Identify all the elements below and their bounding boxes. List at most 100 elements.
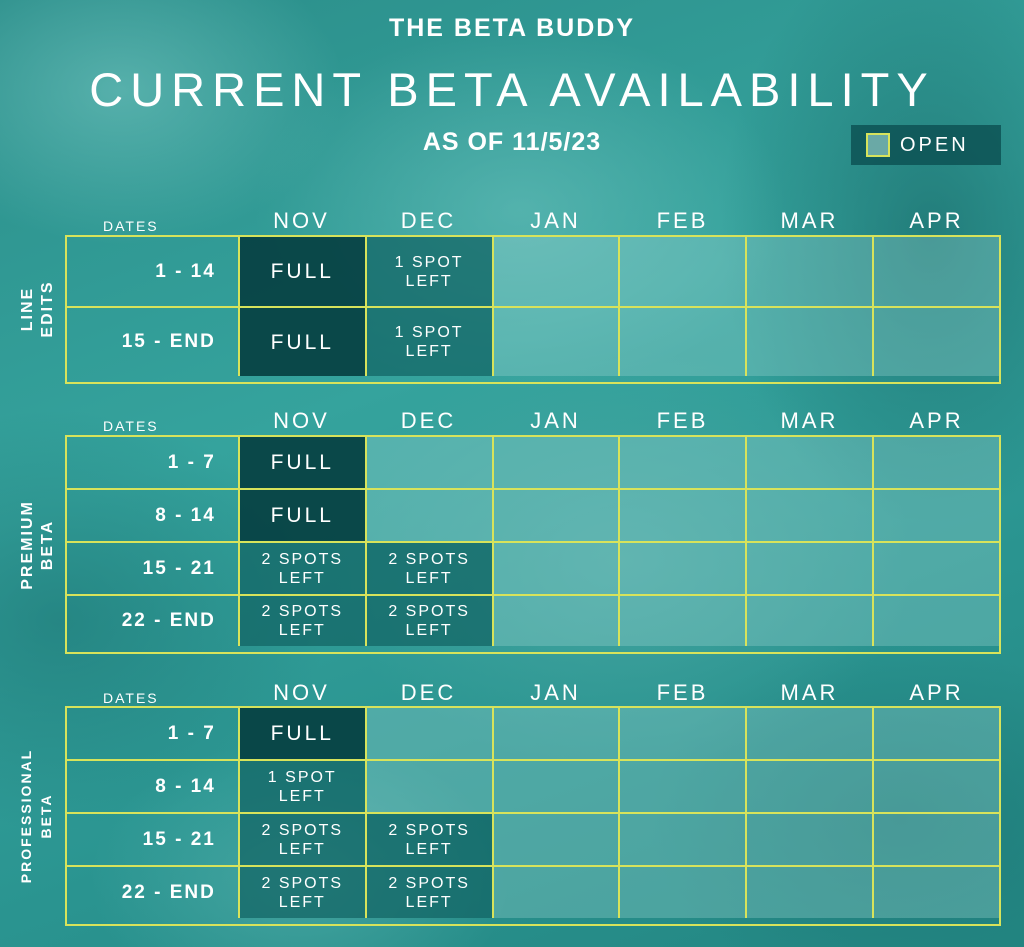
row-date-label: 1 - 7 [167, 722, 216, 744]
month-nov: NOV [273, 680, 330, 705]
month-mar: MAR [780, 208, 839, 233]
month-feb: FEB [656, 408, 709, 433]
availability-cell-open [745, 708, 873, 759]
availability-cell-partial: 1 SPOT LEFT [364, 308, 492, 376]
availability-cell-open [364, 708, 492, 759]
row-date-label: 15 - 21 [142, 828, 216, 850]
row-date-label: 1 - 7 [167, 451, 216, 473]
availability-cell-open [364, 437, 492, 488]
row-date-label: 1 - 14 [155, 260, 216, 282]
availability-cell-open [491, 543, 619, 594]
availability-cell-open [491, 437, 619, 488]
availability-cell-open [745, 490, 873, 541]
table-row: 22 - END 2 SPOTS LEFT 2 SPOTS LEFT [67, 594, 999, 646]
month-jan: JAN [530, 208, 581, 233]
availability-cell-partial: 2 SPOTS LEFT [237, 867, 365, 918]
availability-cell-open [618, 761, 746, 812]
open-swatch-icon [866, 133, 890, 157]
month-mar: MAR [780, 408, 839, 433]
availability-cell-full: FULL [237, 708, 365, 759]
month-mar: MAR [780, 680, 839, 705]
availability-cell-open [745, 437, 873, 488]
table-row: 22 - END 2 SPOTS LEFT 2 SPOTS LEFT [67, 865, 999, 918]
availability-cell-open [872, 596, 999, 646]
availability-cell-open [872, 308, 999, 376]
table-row: 15 - END FULL 1 SPOT LEFT [67, 306, 999, 376]
availability-cell-full: FULL [237, 308, 365, 376]
grid-premium-beta: 1 - 7 FULL 8 - 14 FULL 15 - 21 2 SPOTS LEFT 2 … [65, 435, 1001, 654]
availability-cell-partial: 2 SPOTS LEFT [364, 814, 492, 865]
month-dec: DEC [400, 408, 457, 433]
month-apr: APR [909, 408, 964, 433]
availability-cell-open [618, 708, 746, 759]
month-dec: DEC [400, 208, 457, 233]
availability-cell-open [872, 543, 999, 594]
month-dec: DEC [400, 680, 457, 705]
section-label-premium-beta: PREMIUM BETA [19, 500, 56, 590]
row-date-label: 8 - 14 [155, 775, 216, 797]
availability-cell-open [491, 814, 619, 865]
availability-cell-open [364, 761, 492, 812]
page-title: CURRENT BETA AVAILABILITY [89, 63, 935, 116]
brand-title: THE BETA BUDDY [388, 14, 636, 42]
availability-cell-open [491, 867, 619, 918]
availability-cell-partial: 2 SPOTS LEFT [364, 543, 492, 594]
table-row: 8 - 14 1 SPOT LEFT [67, 759, 999, 812]
availability-cell-partial: 1 SPOT LEFT [237, 761, 365, 812]
availability-cell-open [618, 437, 746, 488]
availability-cell-open [872, 237, 999, 306]
availability-cell-open [491, 596, 619, 646]
availability-cell-open [745, 543, 873, 594]
month-feb: FEB [656, 680, 709, 705]
availability-cell-full: FULL [237, 237, 365, 306]
availability-cell-open [491, 490, 619, 541]
grid-line-edits: 1 - 14 FULL 1 SPOT LEFT 15 - END FULL 1 SPOT … [65, 235, 1001, 384]
availability-cell-full: FULL [237, 437, 365, 488]
section-label-professional-beta: PROFESSIONAL BETA [18, 748, 54, 884]
availability-cell-partial: 2 SPOTS LEFT [237, 543, 365, 594]
header-row-line-edits: DATES NOV DEC JAN FEB MAR APR [65, 208, 1001, 238]
month-nov: NOV [273, 408, 330, 433]
grid-professional-beta: 1 - 7 FULL 8 - 14 1 SPOT LEFT 15 - 21 2 SPOTS… [65, 706, 1001, 926]
availability-cell-open [745, 596, 873, 646]
table-row: 15 - 21 2 SPOTS LEFT 2 SPOTS LEFT [67, 812, 999, 865]
month-nov: NOV [273, 208, 330, 233]
availability-cell-open [618, 596, 746, 646]
availability-cell-open [491, 308, 619, 376]
month-apr: APR [909, 680, 964, 705]
availability-cell-open [872, 708, 999, 759]
availability-cell-open [872, 814, 999, 865]
availability-cell-partial: 2 SPOTS LEFT [237, 596, 365, 646]
dates-label: DATES [103, 690, 159, 706]
availability-cell-open [618, 237, 746, 306]
availability-cell-partial: 2 SPOTS LEFT [237, 814, 365, 865]
as-of-date: AS OF 11/5/23 [422, 128, 602, 156]
table-row: 15 - 21 2 SPOTS LEFT 2 SPOTS LEFT [67, 541, 999, 594]
table-row: 1 - 14 FULL 1 SPOT LEFT [67, 237, 999, 306]
header-row-professional-beta: DATES NOV DEC JAN FEB MAR APR [65, 680, 1001, 710]
section-label-line-edits: LINE EDITS [19, 280, 56, 338]
availability-cell-open [618, 543, 746, 594]
availability-cell-open [618, 308, 746, 376]
availability-cell-open [491, 708, 619, 759]
month-jan: JAN [530, 408, 581, 433]
availability-cell-open [618, 490, 746, 541]
table-row: 1 - 7 FULL [67, 708, 999, 759]
row-date-label: 15 - 21 [142, 557, 216, 579]
availability-cell-partial: 2 SPOTS LEFT [364, 867, 492, 918]
row-date-label: 15 - END [121, 331, 216, 352]
availability-cell-open [872, 761, 999, 812]
availability-cell-open [872, 490, 999, 541]
availability-cell-open [491, 237, 619, 306]
availability-cell-open [618, 867, 746, 918]
availability-cell-open [745, 867, 873, 918]
availability-cell-open [745, 814, 873, 865]
month-apr: APR [909, 208, 964, 233]
month-feb: FEB [656, 208, 709, 233]
legend-label: OPEN [900, 133, 969, 156]
row-date-label: 22 - END [121, 610, 216, 631]
availability-cell-open [745, 237, 873, 306]
availability-cell-open [364, 490, 492, 541]
row-date-label: 8 - 14 [155, 504, 216, 526]
availability-cell-open [491, 761, 619, 812]
